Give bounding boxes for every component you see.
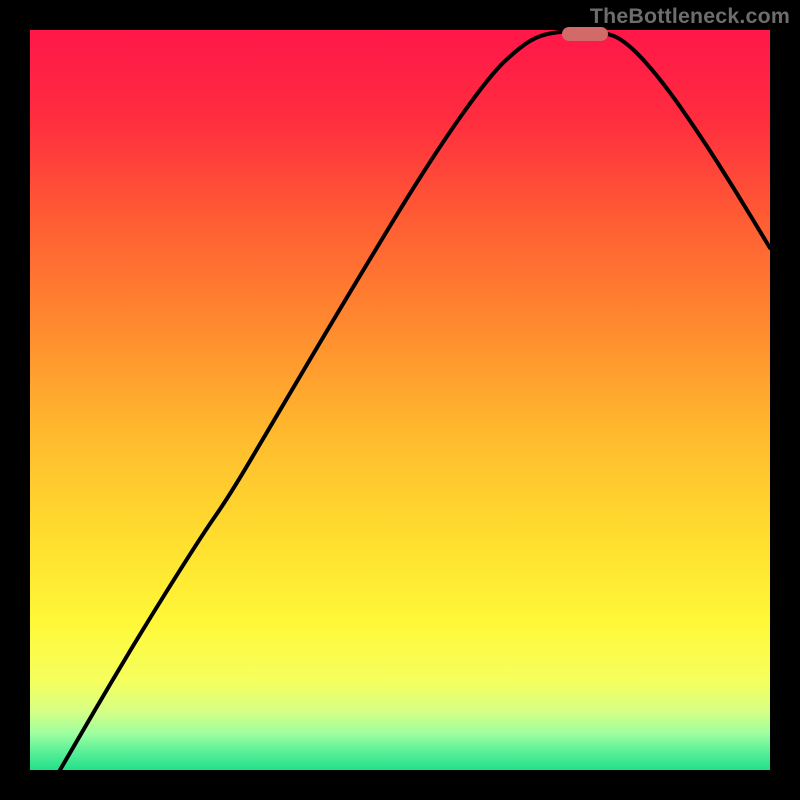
chart-frame: TheBottleneck.com (0, 0, 800, 800)
watermark-text: TheBottleneck.com (590, 4, 790, 29)
bottleneck-curve-chart (0, 0, 800, 800)
optimal-point-marker (562, 27, 608, 41)
gradient-background (30, 30, 770, 770)
